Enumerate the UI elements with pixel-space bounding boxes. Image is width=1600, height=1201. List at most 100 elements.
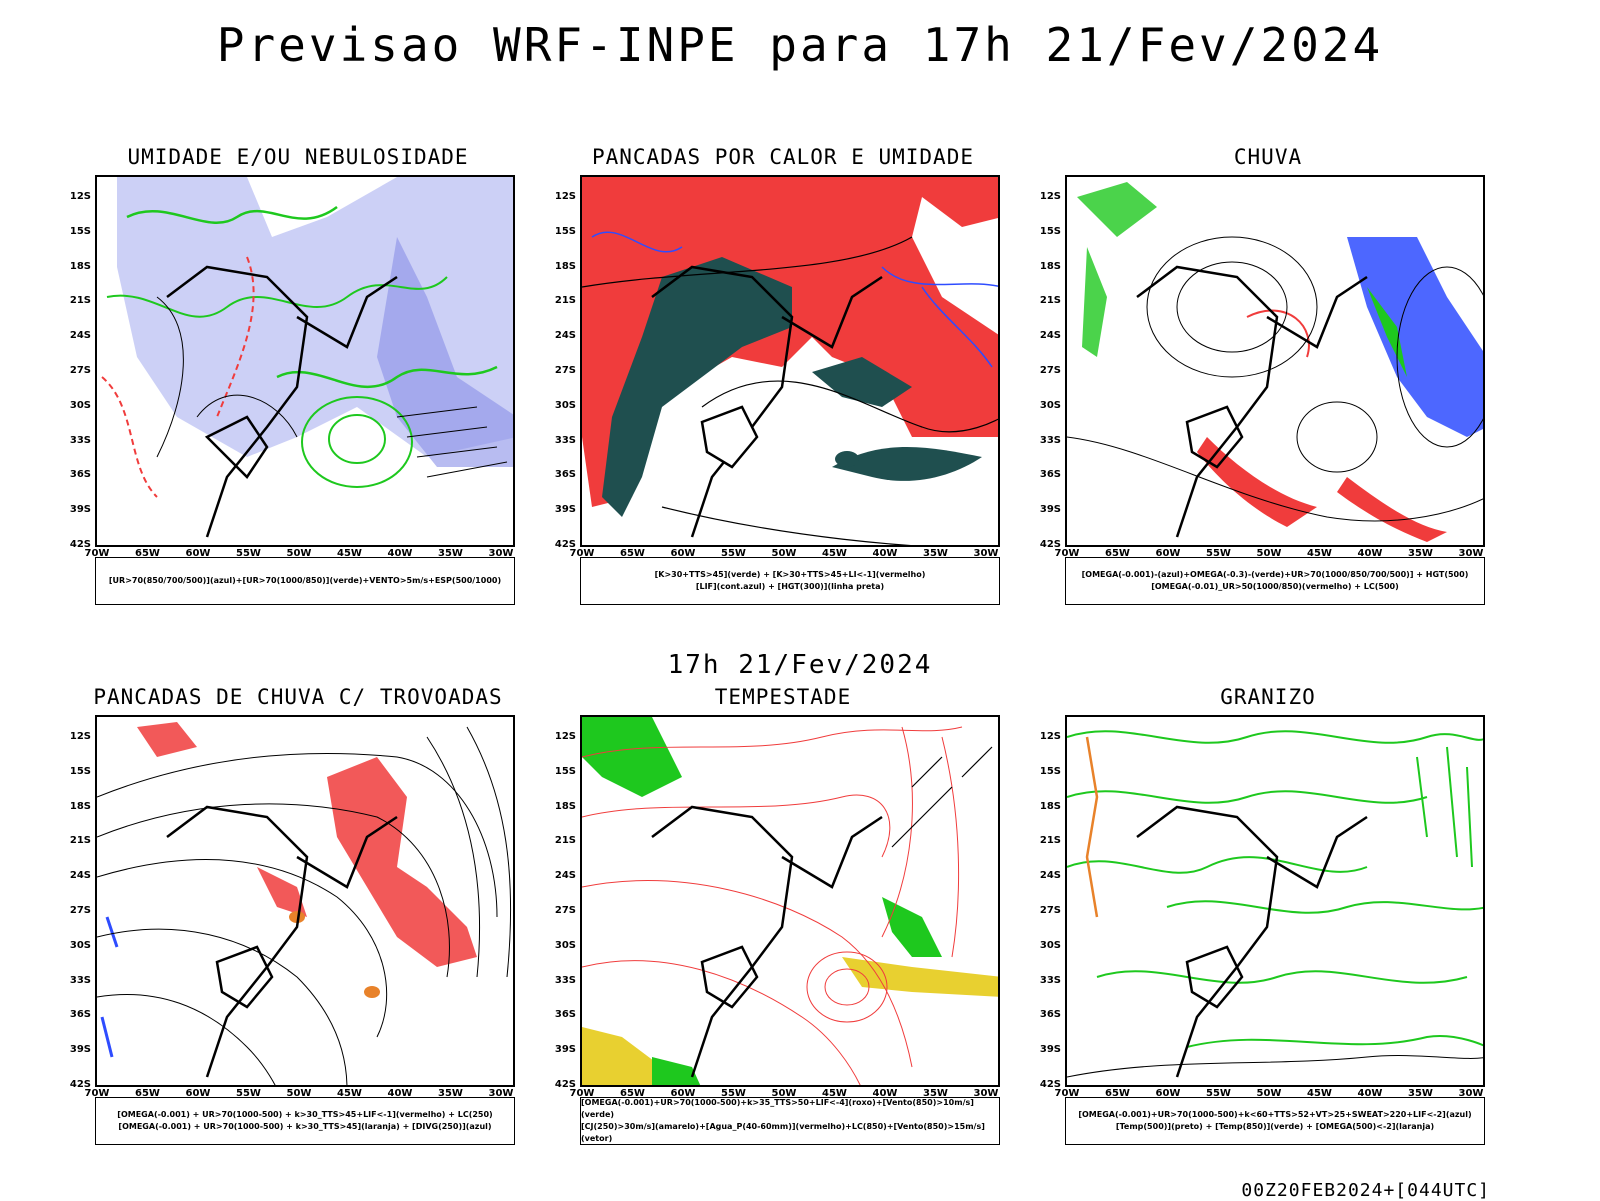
legend: [OMEGA(-0.001)+UR>70(1000-500)+k<60+TTS>… bbox=[1065, 1097, 1485, 1145]
lat-tick-label: 27S bbox=[554, 905, 576, 916]
lon-tick-label: 35W bbox=[438, 548, 463, 559]
lat-tick-label: 39S bbox=[1039, 504, 1061, 516]
map-umidade[interactable] bbox=[95, 175, 515, 547]
lon-tick-label: 55W bbox=[1206, 548, 1231, 559]
lat-tick-label: 15S bbox=[554, 765, 576, 777]
lat-tick-label: 18S bbox=[69, 800, 91, 812]
lon-tick-label: 50W bbox=[286, 548, 312, 559]
map-tempestade[interactable] bbox=[580, 715, 1000, 1087]
lat-tick-label: 36S bbox=[1039, 1009, 1061, 1021]
map-chuva[interactable] bbox=[1065, 175, 1485, 547]
lon-tick-label: 35W bbox=[1408, 1088, 1433, 1099]
legend-line: [OMEGA(-0.001)+UR>70(1000-500)+k>35_TTS>… bbox=[581, 1098, 974, 1119]
lon-tick-label: 65W bbox=[135, 548, 160, 559]
lon-tick-label: 45W bbox=[822, 1088, 847, 1099]
panel-title: TEMPESTADE bbox=[714, 685, 852, 709]
lon-tick-label: 70W bbox=[569, 548, 595, 559]
panel-granizo: GRANIZO [OMEGA(-0.001)+UR>70(1000-500)+k… bbox=[1028, 685, 1508, 1145]
lat-tick-label: 30S bbox=[69, 399, 91, 411]
lon-tick-label: 50W bbox=[1256, 548, 1282, 559]
lat-tick-label: 27S bbox=[69, 365, 91, 376]
panel-tempestade: TEMPESTADE [OMEGA(-0.001)+UR>70(1000-500… bbox=[543, 685, 1023, 1145]
lat-tick-label: 24S bbox=[554, 870, 576, 882]
legend: [UR>70(850/700/500)](azul)+[UR>70(1000/8… bbox=[95, 557, 515, 605]
panel-chuva: CHUVA [OMEGA(-0.001)-(azul)+OMEGA(-0.3)-… bbox=[1028, 145, 1508, 605]
lon-tick-label: 65W bbox=[620, 548, 645, 559]
lat-tick-label: 36S bbox=[69, 469, 91, 481]
lat-tick-label: 33S bbox=[69, 434, 91, 446]
lon-tick-label: 50W bbox=[286, 1088, 312, 1099]
lon-tick-label: 55W bbox=[236, 1088, 261, 1099]
lat-tick-label: 42S bbox=[554, 539, 576, 550]
map-pancadas-calor[interactable] bbox=[580, 175, 1000, 547]
lat-tick-label: 12S bbox=[554, 191, 576, 202]
map-graphics bbox=[97, 722, 512, 1085]
lat-tick-label: 21S bbox=[554, 295, 576, 307]
lat-tick-label: 21S bbox=[69, 835, 91, 847]
panel-title: CHUVA bbox=[1233, 145, 1303, 169]
lat-tick-label: 18S bbox=[1039, 260, 1061, 272]
lon-tick-label: 40W bbox=[1357, 1088, 1383, 1099]
lat-tick-label: 24S bbox=[554, 330, 576, 342]
lat-tick-label: 36S bbox=[554, 1009, 576, 1021]
lon-tick-label: 40W bbox=[1357, 548, 1383, 559]
lat-tick-label: 33S bbox=[69, 974, 91, 986]
lon-tick-label: 45W bbox=[337, 1088, 362, 1099]
lon-tick-label: 65W bbox=[620, 1088, 645, 1099]
legend: [OMEGA(-0.001)-(azul)+OMEGA(-0.3)-(verde… bbox=[1065, 557, 1485, 605]
lon-tick-label: 35W bbox=[1408, 548, 1433, 559]
forecast-date-label: 17h 21/Fev/2024 bbox=[667, 650, 933, 680]
lat-tick-label: 15S bbox=[69, 765, 91, 777]
lon-tick-label: 55W bbox=[721, 548, 746, 559]
lat-tick-label: 30S bbox=[554, 399, 576, 411]
legend: [OMEGA(-0.001)+UR>70(1000-500)+k>35_TTS>… bbox=[580, 1097, 1000, 1145]
map-graphics bbox=[582, 717, 998, 1085]
lon-tick-label: 30W bbox=[973, 548, 999, 559]
lat-tick-label: 42S bbox=[69, 1079, 91, 1090]
lat-tick-label: 27S bbox=[1039, 365, 1061, 376]
lon-tick-label: 30W bbox=[488, 1088, 514, 1099]
legend-line: [LIF](cont.azul) + [HGT(300)](linha pret… bbox=[695, 582, 885, 591]
map-granizo[interactable] bbox=[1065, 715, 1485, 1087]
lat-tick-label: 18S bbox=[554, 260, 576, 272]
lon-tick-label: 30W bbox=[1458, 1088, 1484, 1099]
legend-line: [OMEGA(-0.001)-(azul)+OMEGA(-0.3)-(verde… bbox=[1081, 570, 1469, 579]
lon-tick-label: 45W bbox=[1307, 548, 1332, 559]
legend: [K>30+TTS>45](verde) + [K>30+TTS>45+LI<-… bbox=[580, 557, 1000, 605]
map-graphics bbox=[582, 177, 998, 545]
lon-tick-label: 70W bbox=[84, 1088, 110, 1099]
legend-line: [OMEGA(-0.001)+UR>70(1000-500)+k<60+TTS>… bbox=[1078, 1110, 1472, 1119]
lon-tick-label: 50W bbox=[1256, 1088, 1282, 1099]
lon-tick-label: 35W bbox=[923, 1088, 948, 1099]
lat-tick-label: 21S bbox=[554, 835, 576, 847]
lat-tick-label: 12S bbox=[554, 731, 576, 742]
lat-tick-label: 15S bbox=[1039, 225, 1061, 237]
lon-tick-label: 55W bbox=[721, 1088, 746, 1099]
legend-line: [OMEGA(-0.001) + UR>70(1000-500) + k>30_… bbox=[117, 1110, 493, 1119]
panel-pancadas-calor: PANCADAS POR CALOR E UMIDADE [K>30+TTS>4… bbox=[543, 145, 1023, 605]
map-graphics bbox=[1067, 730, 1483, 1078]
lat-tick-label: 39S bbox=[69, 1044, 91, 1056]
lat-tick-label: 12S bbox=[69, 731, 91, 742]
panel-title: PANCADAS POR CALOR E UMIDADE bbox=[591, 145, 974, 169]
lon-tick-label: 50W bbox=[771, 548, 797, 559]
lat-tick-label: 12S bbox=[1039, 731, 1061, 742]
lon-tick-label: 40W bbox=[387, 548, 413, 559]
lat-tick-label: 39S bbox=[554, 1044, 576, 1056]
lon-tick-label: 60W bbox=[670, 548, 696, 559]
lat-tick-label: 42S bbox=[1039, 539, 1061, 550]
lon-tick-label: 70W bbox=[1054, 1088, 1080, 1099]
map-graphics bbox=[1067, 182, 1483, 542]
map-trovoadas[interactable] bbox=[95, 715, 515, 1087]
lat-tick-label: 33S bbox=[1039, 434, 1061, 446]
lat-tick-label: 27S bbox=[1039, 905, 1061, 916]
lon-tick-label: 60W bbox=[1155, 548, 1181, 559]
lat-tick-label: 30S bbox=[69, 939, 91, 951]
lon-tick-label: 30W bbox=[488, 548, 514, 559]
lat-tick-label: 24S bbox=[69, 330, 91, 342]
lat-tick-label: 30S bbox=[554, 939, 576, 951]
lat-tick-label: 36S bbox=[69, 1009, 91, 1021]
lat-tick-label: 24S bbox=[1039, 870, 1061, 882]
lon-tick-label: 30W bbox=[973, 1088, 999, 1099]
lon-tick-label: 65W bbox=[135, 1088, 160, 1099]
